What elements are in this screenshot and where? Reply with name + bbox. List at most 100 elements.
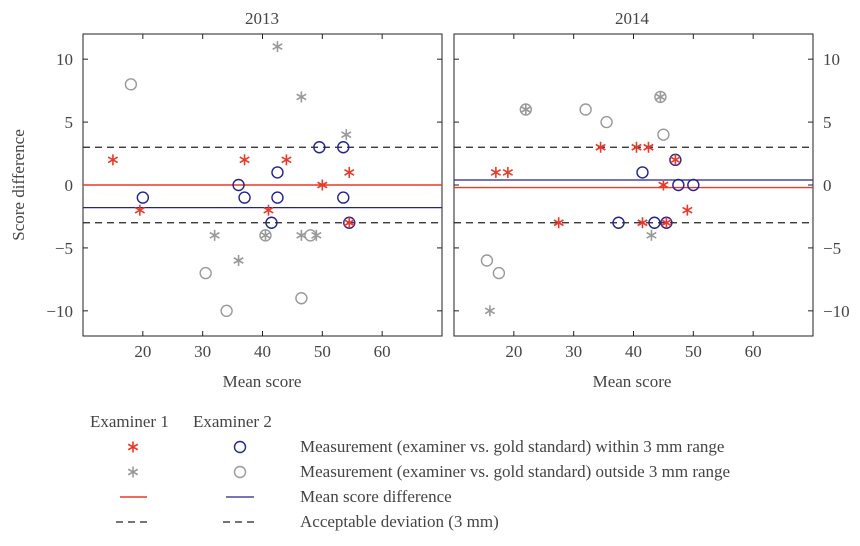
legend-entry-deviation: Acceptable deviation (3 mm) bbox=[300, 512, 499, 531]
point-examiner1-outside-stroke bbox=[311, 231, 322, 239]
point-examiner2-outside bbox=[492, 266, 506, 280]
point-examiner1-within bbox=[239, 154, 250, 166]
x-tick-label: 60 bbox=[374, 342, 391, 361]
legend-entry-mean: Mean score difference bbox=[300, 487, 452, 506]
point-examiner2-within bbox=[337, 191, 350, 204]
point-examiner1-within bbox=[107, 154, 119, 166]
point-examiner2-outside bbox=[480, 254, 494, 267]
x-axis-label-2013: Mean score bbox=[223, 372, 302, 391]
legend-entry-outside: Measurement (examiner vs. gold standard)… bbox=[300, 462, 731, 481]
point-examiner2-within bbox=[612, 216, 625, 229]
y-tick-label: 0 bbox=[823, 176, 832, 195]
point-examiner2-outside bbox=[295, 292, 308, 305]
point-examiner2-within bbox=[232, 178, 245, 192]
y-axis-label: Score difference bbox=[9, 129, 28, 241]
point-examiner1-within bbox=[661, 217, 672, 229]
point-examiner1-outside-stroke bbox=[646, 231, 657, 239]
point-examiner1-within-stroke bbox=[107, 156, 119, 164]
point-examiner1-outside bbox=[655, 91, 666, 103]
legend-marker-examiner1-within bbox=[127, 441, 139, 453]
point-examiner2-within bbox=[313, 141, 326, 154]
point-examiner1-within-stroke bbox=[595, 143, 606, 151]
point-examiner1-within bbox=[682, 204, 693, 216]
point-examiner1-within bbox=[631, 141, 642, 153]
panel-title-2014: 2014 bbox=[615, 9, 650, 28]
point-examiner1-within-stroke bbox=[502, 168, 514, 176]
point-examiner1-within bbox=[281, 154, 292, 166]
point-examiner1-within-stroke bbox=[344, 219, 355, 227]
point-examiner2-within bbox=[271, 191, 284, 204]
y-tick-label: 5 bbox=[823, 113, 832, 132]
x-tick-label: 40 bbox=[254, 342, 271, 361]
point-examiner1-within-stroke bbox=[631, 143, 642, 151]
point-examiner2-within bbox=[136, 191, 150, 204]
point-examiner1-within bbox=[670, 154, 681, 166]
point-examiner2-outside bbox=[124, 78, 138, 91]
point-examiner1-outside bbox=[296, 91, 307, 103]
x-tick-label: 50 bbox=[314, 342, 331, 361]
legend-marker-examiner2-outside bbox=[233, 465, 247, 479]
point-examiner1-outside bbox=[341, 129, 352, 141]
point-examiner1-outside bbox=[233, 255, 244, 266]
point-examiner2-within bbox=[271, 166, 284, 179]
point-examiner1-outside bbox=[520, 104, 531, 115]
point-examiner1-within-stroke bbox=[317, 181, 328, 189]
point-examiner1-outside-stroke bbox=[233, 257, 244, 264]
legend-marker-examiner1-outside-stroke bbox=[127, 468, 139, 476]
point-examiner1-within-stroke bbox=[553, 219, 564, 227]
legend-markers bbox=[116, 440, 257, 523]
point-examiner1-within-stroke bbox=[490, 168, 502, 176]
point-examiner1-outside bbox=[296, 229, 307, 241]
point-examiner1-within bbox=[344, 166, 355, 178]
point-examiner1-within bbox=[658, 179, 669, 191]
x-tick-label: 20 bbox=[505, 342, 522, 361]
point-examiner2-within bbox=[238, 191, 251, 204]
point-examiner1-within-stroke bbox=[643, 143, 654, 151]
x-tick-label: 30 bbox=[565, 342, 582, 361]
point-examiner1-within-stroke bbox=[239, 156, 250, 164]
y-tick-label: 10 bbox=[56, 50, 73, 69]
point-examiner2-within bbox=[337, 141, 350, 154]
plot-layer: 20 30 40 50 60 −10 −5 0 5 10 20 30 40 50 60 −10 −5 0 5 10 bbox=[46, 33, 850, 523]
x-axis-label-2014: Mean score bbox=[593, 372, 672, 391]
point-examiner1-outside bbox=[484, 305, 496, 317]
point-examiner1-outside-stroke bbox=[209, 231, 220, 239]
y-tick-label: 0 bbox=[65, 176, 74, 195]
x-tick-label: 40 bbox=[625, 342, 642, 361]
panel-title-2013: 2013 bbox=[245, 9, 279, 28]
point-examiner1-within bbox=[502, 166, 514, 178]
y-tick-label: −5 bbox=[55, 239, 73, 258]
point-examiner1-within bbox=[595, 141, 606, 153]
legend-entry-within: Measurement (examiner vs. gold standard)… bbox=[300, 437, 725, 456]
legend-marker-examiner2-within bbox=[233, 440, 247, 454]
point-examiner1-outside-stroke bbox=[520, 106, 531, 113]
point-examiner1-outside bbox=[209, 229, 220, 241]
point-examiner1-within-stroke bbox=[281, 156, 292, 164]
point-examiner1-within bbox=[263, 204, 274, 216]
y-tick-label: −5 bbox=[823, 239, 841, 258]
x-tick-label: 30 bbox=[194, 342, 211, 361]
y-tick-label: 5 bbox=[65, 113, 74, 132]
legend-marker-examiner1-within-stroke bbox=[127, 443, 139, 451]
point-examiner2-within bbox=[265, 216, 278, 229]
point-examiner2-outside bbox=[657, 128, 670, 141]
point-examiner1-outside bbox=[646, 229, 657, 241]
point-examiner1-within-stroke bbox=[670, 156, 681, 164]
point-examiner1-within-stroke bbox=[344, 168, 355, 176]
legend-header-examiner1: Examiner 1 bbox=[90, 412, 169, 431]
point-examiner1-within-stroke bbox=[134, 206, 146, 214]
point-examiner1-within bbox=[490, 166, 502, 178]
panel-2014: 20 30 40 50 60 −10 −5 0 5 10 bbox=[453, 33, 850, 361]
point-examiner2-within bbox=[672, 178, 685, 192]
point-examiner1-within-stroke bbox=[661, 219, 672, 227]
point-examiner1-within bbox=[553, 217, 564, 229]
x-tick-label: 60 bbox=[745, 342, 762, 361]
point-examiner1-within-stroke bbox=[637, 219, 648, 227]
point-examiner1-outside bbox=[260, 229, 271, 241]
point-examiner1-outside bbox=[311, 229, 322, 241]
point-examiner1-within-stroke bbox=[682, 206, 693, 214]
point-examiner2-outside bbox=[579, 103, 592, 116]
panel-2013: 20 30 40 50 60 −10 −5 0 5 10 bbox=[46, 33, 443, 361]
x-tick-label: 20 bbox=[134, 342, 151, 361]
